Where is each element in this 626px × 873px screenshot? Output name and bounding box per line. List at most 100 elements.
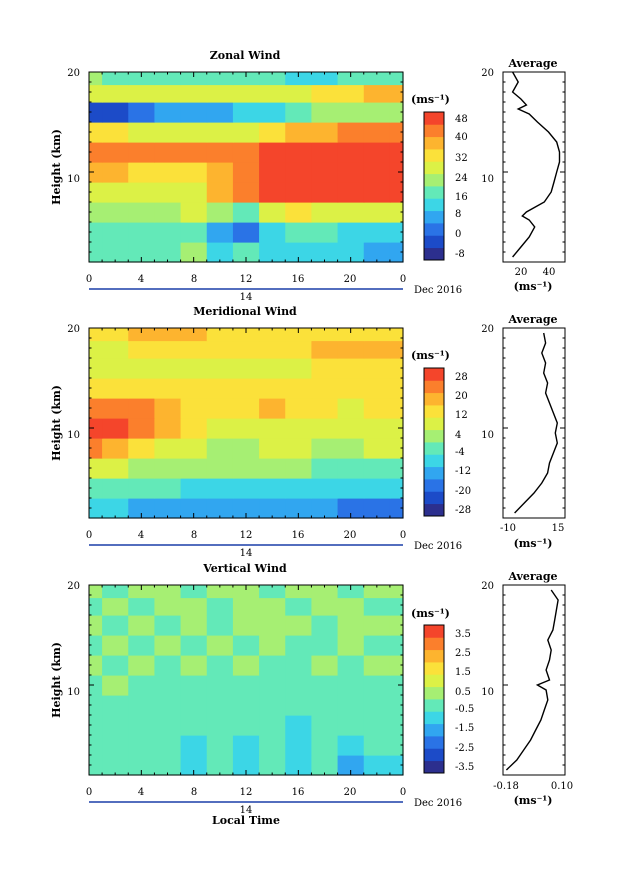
chart-title: Vertical Wind — [202, 562, 287, 575]
heatmap-cell — [89, 695, 103, 716]
heatmap-cell — [259, 635, 286, 656]
colorbar-segment — [424, 491, 444, 505]
heatmap-cell — [232, 635, 260, 656]
heatmap-cell — [154, 378, 182, 399]
heatmap-cell — [259, 438, 286, 459]
heatmap-cell — [311, 242, 339, 263]
colorbar-segment — [424, 112, 444, 125]
heatmap-cell — [206, 72, 234, 86]
heatmap-cell — [285, 635, 313, 656]
heatmap-cell — [128, 655, 156, 676]
colorbar-segment — [424, 173, 444, 187]
heatmap-cell — [259, 478, 286, 499]
heatmap-cell — [337, 328, 365, 342]
heatmap-cell — [311, 695, 339, 716]
heatmap-cell — [311, 675, 339, 696]
heatmap-cell — [206, 458, 234, 479]
day-label: 14 — [240, 292, 253, 303]
heatmap-cell — [285, 498, 313, 519]
colorbar-segment — [424, 466, 444, 480]
heatmap-cell — [102, 597, 129, 616]
heatmap-cell — [128, 358, 156, 379]
profile-x-tick-label: 40 — [543, 267, 556, 278]
heatmap-cell — [363, 242, 391, 263]
x-tick-labels: 0 4 8 12 16 20 0 — [86, 787, 406, 798]
heatmap-cell — [285, 715, 313, 736]
heatmap-cell — [102, 735, 129, 756]
heatmap-cell — [311, 498, 339, 519]
profile-x-tick-label: 15 — [552, 523, 565, 534]
heatmap-cell — [180, 755, 208, 776]
heatmap-cell — [89, 142, 103, 163]
profile-frame — [502, 327, 566, 519]
colorbar — [423, 624, 445, 774]
profile-line — [511, 71, 561, 258]
heatmap-cell — [259, 715, 286, 736]
heatmap-cell — [363, 202, 391, 223]
heatmap-cell — [259, 202, 286, 223]
heatmap-cell — [259, 162, 286, 183]
heatmap-cell — [128, 328, 156, 342]
heatmap-cell — [285, 615, 313, 636]
heatmap-cell — [285, 398, 313, 419]
heatmap-cell — [363, 755, 391, 776]
y-tick-label: 10 — [67, 430, 80, 441]
colorbar-tick-label: 32 — [455, 153, 468, 164]
colorbar — [423, 367, 445, 517]
heatmap-cell — [363, 438, 391, 459]
colorbar-tick-label: 40 — [455, 132, 468, 143]
heatmap-cell — [389, 615, 404, 636]
heatmap-cell — [285, 675, 313, 696]
heatmap-cell — [389, 755, 404, 776]
heatmap-cell — [206, 635, 234, 656]
colorbar-tick-label: 20 — [455, 391, 468, 402]
heatmap-cell — [337, 72, 365, 86]
heatmap-cell — [206, 438, 234, 459]
heatmap-cell — [102, 438, 129, 459]
heatmap-cell — [154, 122, 182, 143]
date-label: Dec 2016 — [414, 541, 462, 552]
colorbar-segment — [424, 625, 444, 638]
heatmap-cell — [89, 418, 103, 439]
heatmap-cell — [154, 438, 182, 459]
x-tick-label: 16 — [292, 274, 305, 285]
colorbar — [423, 111, 445, 261]
heatmap-cell — [128, 418, 156, 439]
heatmap-cell — [232, 755, 260, 776]
heatmap-cell — [337, 102, 365, 123]
heatmap-cell — [389, 378, 404, 399]
y-tick-label: 10 — [67, 174, 80, 185]
heatmap-cell — [180, 358, 208, 379]
heatmap-cell — [232, 162, 260, 183]
heatmap-cell — [232, 84, 260, 103]
heatmap-cell — [206, 735, 234, 756]
heatmap-cell — [389, 142, 404, 163]
heatmap-cell — [232, 182, 260, 203]
heatmap-cell — [180, 202, 208, 223]
heatmap-cell — [259, 418, 286, 439]
heatmap-cell — [154, 202, 182, 223]
colorbar-frame — [423, 624, 445, 774]
heatmap-cell — [128, 615, 156, 636]
colorbar-segment — [424, 503, 444, 517]
axis-ticks — [88, 327, 404, 519]
colorbar-tick-label: -20 — [455, 486, 471, 497]
heatmap-cell — [154, 585, 182, 599]
colorbar-segment — [424, 637, 444, 651]
heatmap-cell — [180, 655, 208, 676]
heatmap-cell — [154, 102, 182, 123]
heatmap-cell — [128, 585, 156, 599]
heatmap-cell — [206, 418, 234, 439]
heatmap-cell — [389, 84, 404, 103]
heatmap-cell — [89, 655, 103, 676]
x-tick-label: 4 — [138, 530, 144, 541]
heatmap-cell — [180, 585, 208, 599]
colorbar-tick-label: 16 — [455, 192, 468, 203]
heatmap-cell — [232, 478, 260, 499]
heatmap-cell — [311, 358, 339, 379]
colorbar-segment — [424, 479, 444, 492]
vertical-wind-panel: Vertical Wind Height (km) 20 10 0 4 8 12… — [50, 562, 573, 827]
heatmap-cell — [102, 242, 129, 263]
profile-title: Average — [507, 57, 557, 70]
profile-x-axis-label: (ms⁻¹) — [514, 794, 553, 807]
